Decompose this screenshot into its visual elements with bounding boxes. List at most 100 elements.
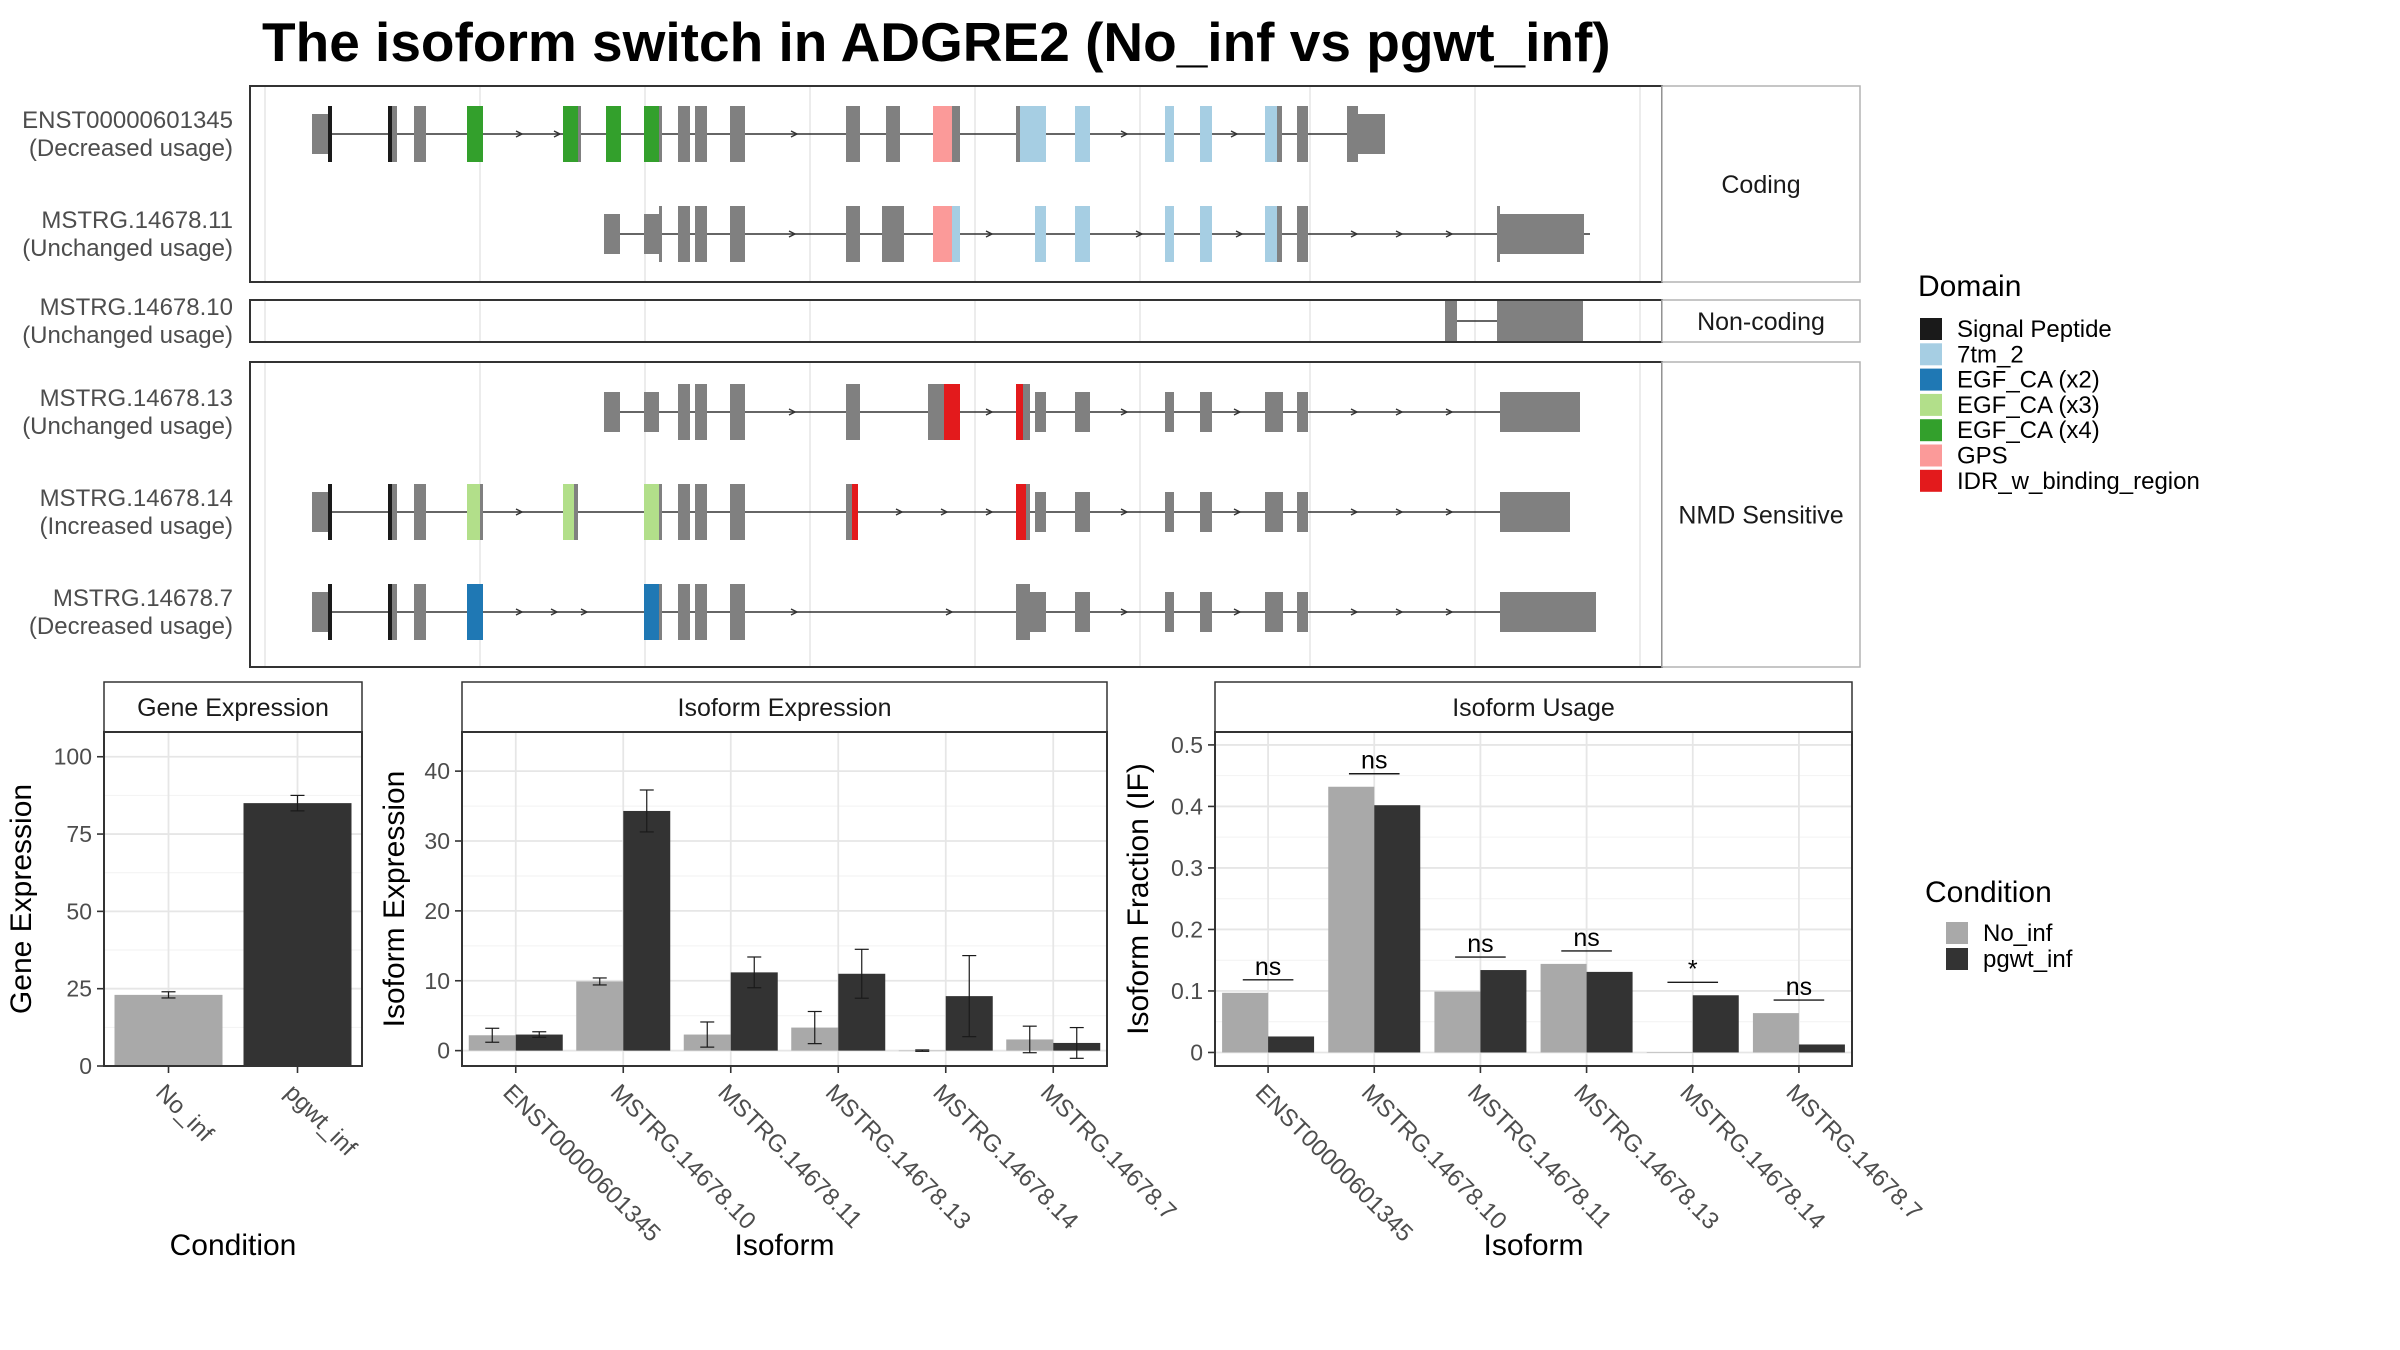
isoform-label: MSTRG.14678.14 <box>40 485 233 512</box>
y-tick-label: 10 <box>424 968 450 994</box>
exon <box>1497 301 1500 341</box>
exon <box>933 206 952 262</box>
exon <box>1035 206 1046 262</box>
facet-label-0: Coding <box>1721 171 1800 199</box>
y-tick-label: 50 <box>66 898 92 924</box>
isoform-usage-label: (Unchanged usage) <box>22 413 233 440</box>
exon <box>1075 106 1090 162</box>
legend-domain-label: EGF_CA (x3) <box>1957 392 2100 419</box>
exon <box>1165 492 1174 532</box>
transcript-row <box>312 106 1385 162</box>
exon <box>659 106 662 162</box>
bar <box>1328 786 1375 1053</box>
exon <box>1497 206 1500 262</box>
y-axis-title: Gene Expression <box>5 784 38 1014</box>
strand-arrow <box>790 608 799 616</box>
exon <box>928 384 944 440</box>
exon <box>933 106 952 162</box>
exon <box>1075 392 1090 432</box>
exon <box>1200 392 1212 432</box>
exon <box>886 106 900 162</box>
exon <box>1358 114 1385 154</box>
legend-condition-label: No_inf <box>1983 920 2053 947</box>
y-tick-label: 40 <box>424 758 450 784</box>
bar <box>623 810 671 1051</box>
exon <box>695 584 707 640</box>
y-tick-label: 0.2 <box>1171 916 1203 942</box>
exon <box>644 106 659 162</box>
exon <box>328 106 332 162</box>
exon <box>604 214 620 254</box>
bar <box>1646 1052 1693 1053</box>
exon <box>312 492 328 532</box>
exon <box>312 592 328 632</box>
exon <box>1200 106 1212 162</box>
exon <box>1016 584 1030 640</box>
exon <box>392 584 397 640</box>
strand-arrow <box>1233 408 1242 416</box>
y-tick-label: 0.3 <box>1171 855 1203 881</box>
isoform-usage-label: (Unchanged usage) <box>22 322 233 349</box>
exon <box>730 584 745 640</box>
exon <box>1016 484 1026 540</box>
panel-border <box>1214 731 1853 1067</box>
strand-arrow <box>515 130 524 138</box>
legend-condition-label: pgwt_inf <box>1983 946 2073 973</box>
exon <box>1277 206 1282 262</box>
facet-label-1: Non-coding <box>1697 308 1825 336</box>
strand-arrow <box>985 508 994 516</box>
exon <box>730 206 745 262</box>
strand-arrow <box>788 408 797 416</box>
exon <box>480 484 483 540</box>
exon <box>1265 206 1277 262</box>
exon <box>695 106 707 162</box>
strand-arrow <box>1120 130 1129 138</box>
strand-arrow <box>1395 230 1404 238</box>
exon <box>1035 492 1046 532</box>
bar <box>243 803 352 1066</box>
exon <box>1500 392 1580 432</box>
isoform-usage-label: (Decreased usage) <box>29 135 233 162</box>
exon <box>467 484 480 540</box>
y-axis-title: Isoform Fraction (IF) <box>1122 763 1155 1035</box>
legend-domain-label: IDR_w_binding_region <box>1957 468 2200 495</box>
exon <box>1165 392 1174 432</box>
exon <box>678 584 690 640</box>
exon <box>563 106 578 162</box>
exon <box>678 384 690 440</box>
y-tick-label: 0 <box>1190 1039 1203 1065</box>
legend-domain-swatch <box>1920 318 1942 340</box>
y-tick-label: 25 <box>66 976 92 1002</box>
significance-label: ns <box>1361 747 1387 775</box>
exon <box>944 384 960 440</box>
chart-panel: Gene Expression 0 25 50 75 100 No_inf pgwt_inf C… <box>5 681 363 1262</box>
legend-domain-swatch <box>1920 444 1942 467</box>
exon <box>1165 592 1174 632</box>
exon <box>1297 106 1308 162</box>
exon <box>1297 492 1308 532</box>
x-axis-title: Condition <box>170 1229 297 1262</box>
exon <box>846 384 860 440</box>
exon <box>852 484 858 540</box>
legend-domain-swatch <box>1920 368 1942 391</box>
exon <box>1265 392 1283 432</box>
y-tick-label: 0.5 <box>1171 732 1203 758</box>
exon <box>328 584 332 640</box>
strand-arrow <box>553 130 562 138</box>
y-tick-label: 0.1 <box>1171 978 1203 1004</box>
transcript-row <box>604 206 1590 262</box>
exon <box>952 106 960 162</box>
chart-title: The isoform switch in ADGRE2 (No_inf vs … <box>262 11 1611 73</box>
x-tick-label: No_inf <box>150 1079 218 1147</box>
exon <box>388 484 392 540</box>
exon <box>644 214 659 254</box>
legend-domain-label: Signal Peptide <box>1957 316 2112 343</box>
exon <box>846 106 860 162</box>
exon <box>695 206 707 262</box>
exon <box>1165 206 1174 262</box>
isoform-label: MSTRG.14678.10 <box>40 294 233 321</box>
y-tick-label: 30 <box>424 828 450 854</box>
strand-arrow <box>1120 608 1129 616</box>
exon <box>1297 392 1308 432</box>
facet-strip <box>1661 85 1861 283</box>
